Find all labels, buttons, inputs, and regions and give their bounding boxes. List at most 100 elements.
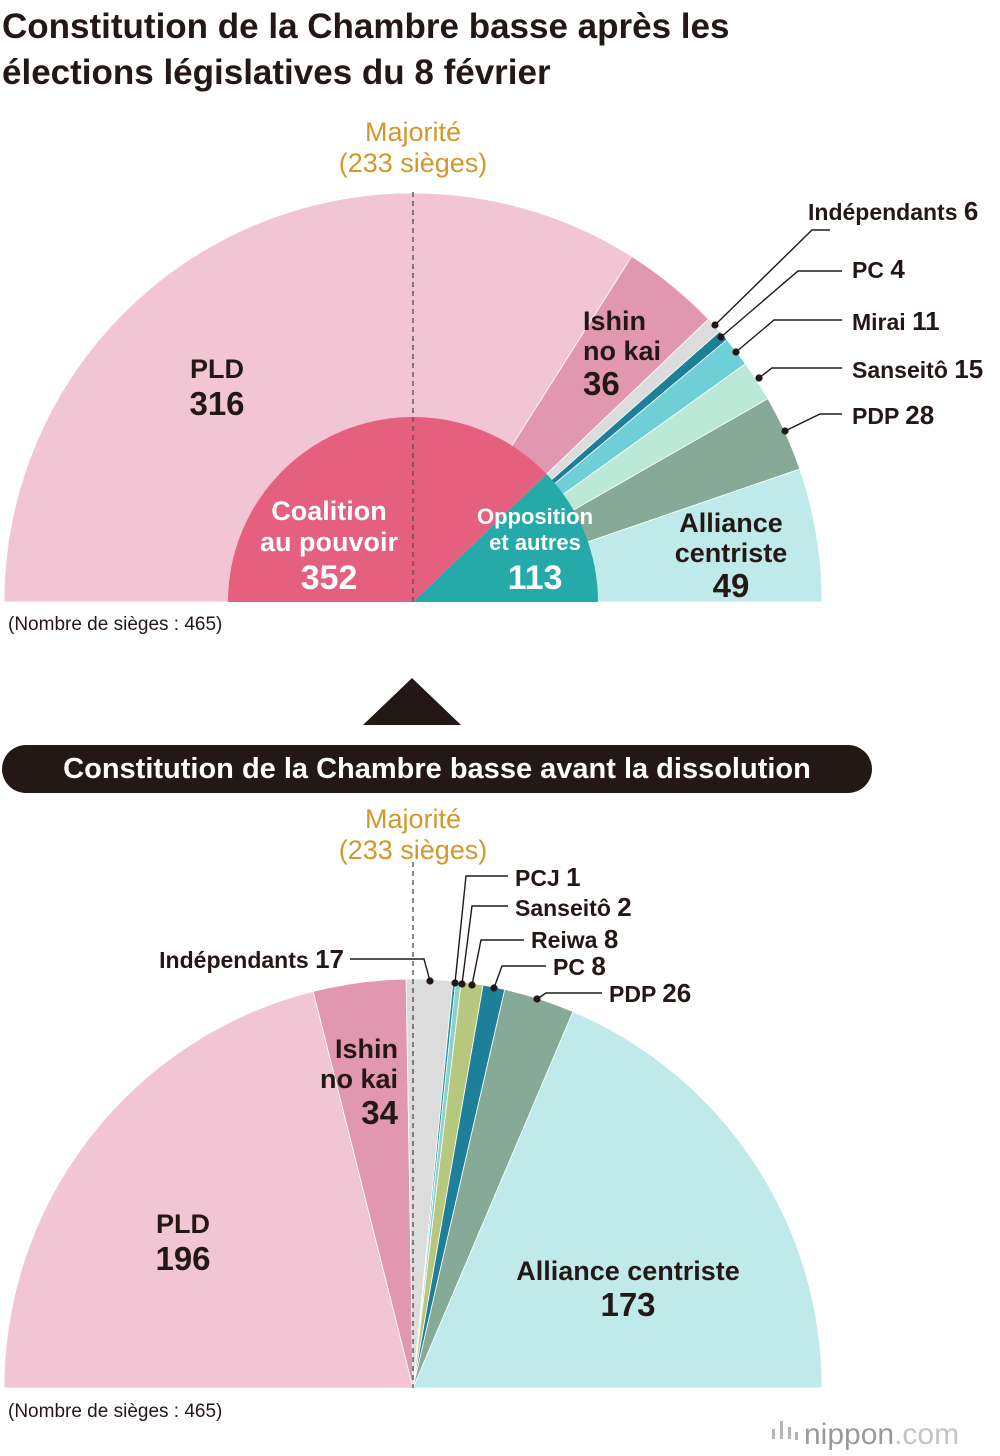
- label-indep: Indépendants 17: [159, 944, 344, 974]
- seat-slice-alliance: [412, 1011, 823, 1389]
- label-pld: PLD: [156, 1209, 210, 1239]
- label-indep: Indépendants 6: [808, 196, 978, 226]
- callout-sanseito-dot: [755, 374, 763, 382]
- label-sanseito-name: Sanseitô: [852, 357, 954, 383]
- title-line-2: élections législatives du 8 février: [2, 53, 551, 92]
- label-sanseito-value: 2: [617, 892, 631, 922]
- callout-indep-leader: [350, 958, 431, 982]
- label-reiwa-name: Reiwa: [531, 927, 604, 953]
- total-seats-note: (Nombre de sièges : 465): [8, 614, 222, 635]
- callout-mirai-dot: [732, 348, 740, 356]
- logo-mark-bar-1: [780, 1421, 783, 1439]
- label-pdp: PDP 26: [609, 978, 691, 1008]
- value-alliance: 173: [600, 1286, 655, 1323]
- label-ishin-1: Ishin: [335, 1034, 398, 1064]
- callout-reiwa-leader: [471, 939, 524, 986]
- label-pdp-value: 28: [905, 400, 934, 430]
- value-opposition: 113: [508, 559, 563, 597]
- callout-indep-dot: [711, 321, 719, 329]
- label-opposition-1: Opposition: [477, 504, 593, 529]
- logo-mark-bar-0: [772, 1429, 775, 1439]
- title-line-1: Constitution de la Chambre basse après l…: [2, 7, 730, 46]
- label-mirai-name: Mirai: [852, 309, 912, 335]
- label-pdp-name: PDP: [609, 981, 662, 1007]
- majority-seats: (233 sièges): [339, 148, 488, 178]
- label-pcj: PCJ 1: [515, 862, 581, 892]
- callout-mirai-leader: [735, 319, 842, 353]
- label-sanseito: Sanseitô 15: [852, 354, 983, 384]
- total-seats-note: (Nombre de sièges : 465): [8, 1401, 222, 1422]
- bloc-slice-opposition: [413, 474, 598, 602]
- callout-reiwa-dot: [468, 981, 476, 989]
- callout-indep-leader: [714, 229, 830, 326]
- callout-pc-leader: [493, 965, 546, 989]
- label-alliance-1: Alliance: [679, 508, 783, 538]
- callout-pc-dot: [490, 984, 498, 992]
- logo-tld: .com: [894, 1418, 959, 1451]
- label-sanseito: Sanseitô 2: [515, 892, 632, 922]
- callout-pdp-leader: [784, 413, 842, 432]
- value-pld: 316: [189, 385, 244, 422]
- callout-pdp-dot: [533, 995, 541, 1003]
- callout-pdp-dot: [781, 427, 789, 435]
- label-pcj-value: 1: [566, 862, 580, 892]
- callout-sanseito-leader: [758, 367, 842, 379]
- label-reiwa: Reiwa 8: [531, 924, 618, 954]
- callout-pc-dot: [717, 333, 725, 341]
- label-mirai: Mirai 11: [852, 306, 940, 336]
- logo-name: nippon: [804, 1418, 894, 1451]
- seat-slice-pld: [3, 990, 414, 1389]
- logo-mark-bar-2: [788, 1427, 791, 1439]
- up-arrow-icon: [363, 678, 461, 725]
- label-ishin-2: no kai: [320, 1064, 398, 1094]
- label-pc: PC 8: [553, 951, 606, 981]
- label-alliance-2: centriste: [675, 538, 788, 568]
- label-alliance: Alliance centriste: [516, 1256, 740, 1286]
- logo-wordmark: nippon.com: [804, 1418, 959, 1451]
- nippon-logo: nippon.com: [772, 1418, 959, 1451]
- value-coalition: 352: [301, 559, 358, 597]
- label-indep-value: 17: [315, 944, 344, 974]
- value-alliance: 49: [713, 567, 750, 604]
- callout-pcj-leader: [454, 875, 508, 984]
- label-reiwa-value: 8: [604, 924, 618, 954]
- label-coalition-1: Coalition: [271, 496, 387, 526]
- label-pdp-name: PDP: [852, 403, 905, 429]
- label-pld: PLD: [190, 354, 244, 384]
- label-pc-name: PC: [852, 257, 890, 283]
- majority-label: Majorité: [365, 117, 461, 147]
- label-opposition-2: et autres: [489, 530, 581, 555]
- value-ishin: 34: [361, 1094, 398, 1131]
- value-pld: 196: [155, 1240, 210, 1277]
- label-pc-value: 8: [591, 951, 605, 981]
- majority-seats: (233 sièges): [339, 835, 488, 865]
- label-indep-name: Indépendants: [159, 947, 315, 973]
- before-dissolution-banner: Constitution de la Chambre basse avant l…: [2, 745, 872, 793]
- chart-title: Constitution de la Chambre basse après l…: [2, 4, 992, 96]
- label-pdp-value: 26: [662, 978, 691, 1008]
- label-mirai-value: 11: [912, 306, 940, 336]
- label-coalition-2: au pouvoir: [260, 527, 398, 557]
- label-ishin-2: no kai: [583, 336, 661, 366]
- callout-sanseito-leader: [461, 905, 508, 985]
- callout-pcj-dot: [451, 979, 459, 987]
- label-indep-value: 6: [964, 196, 978, 226]
- logo-mark-bar-3: [795, 1432, 798, 1440]
- label-pdp: PDP 28: [852, 400, 934, 430]
- label-sanseito-value: 15: [954, 354, 983, 384]
- label-sanseito-name: Sanseitô: [515, 895, 617, 921]
- label-ishin-1: Ishin: [583, 306, 646, 336]
- callout-pc-leader: [720, 270, 842, 338]
- label-pc-name: PC: [553, 954, 591, 980]
- majority-label: Majorité: [365, 804, 461, 834]
- callout-sanseito-dot: [458, 980, 466, 988]
- label-pc-value: 4: [890, 254, 905, 284]
- label-pc: PC 4: [852, 254, 905, 284]
- value-ishin: 36: [583, 365, 620, 402]
- bloc-slice-coalition: [228, 416, 547, 602]
- callout-indep-dot: [426, 977, 434, 985]
- label-pcj-name: PCJ: [515, 865, 566, 891]
